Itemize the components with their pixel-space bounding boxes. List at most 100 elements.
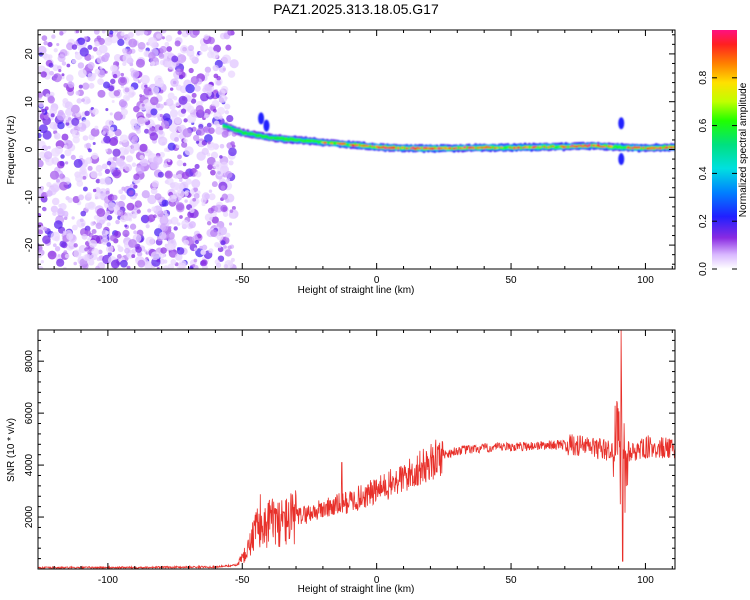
- noise-blob: [124, 163, 133, 172]
- track-cell: [323, 141, 327, 145]
- noise-blob: [111, 99, 115, 104]
- noise-blob: [221, 193, 228, 200]
- noise-blob: [73, 243, 78, 248]
- noise-blob: [120, 194, 127, 201]
- noise-blob: [200, 259, 208, 267]
- noise-blob: [207, 141, 211, 145]
- noise-blob: [71, 216, 75, 220]
- noise-blob: [207, 46, 214, 52]
- noise-blob: [165, 98, 174, 107]
- noise-blob: [208, 127, 215, 135]
- noise-blob: [51, 197, 60, 206]
- track-cell: [437, 147, 441, 150]
- x-tick-label: -50: [235, 275, 250, 286]
- noise-blob: [85, 98, 91, 104]
- noise-blob: [175, 202, 185, 211]
- noise-blob: [207, 164, 213, 170]
- noise-blob: [129, 223, 137, 230]
- noise-blob: [194, 163, 200, 170]
- noise-blob: [122, 229, 130, 237]
- noise-blob: [38, 91, 44, 98]
- noise-blob: [226, 178, 231, 183]
- noise-blob: [150, 108, 158, 116]
- noise-blob: [216, 169, 224, 177]
- noise-blob: [179, 215, 183, 219]
- noise-blob: [56, 258, 65, 267]
- noise-blob: [178, 95, 188, 105]
- noise-blob: [88, 239, 98, 248]
- noise-blob: [135, 246, 142, 253]
- noise-blob: [61, 73, 65, 77]
- noise-blob: [84, 110, 90, 117]
- noise-blob: [193, 193, 200, 199]
- noise-blob: [117, 38, 125, 47]
- noise-blob: [87, 250, 92, 255]
- x-tick-label: 50: [505, 275, 517, 286]
- noise-blob: [144, 128, 150, 134]
- noise-blob: [213, 44, 222, 53]
- noise-blob: [184, 199, 188, 203]
- noise-blob: [218, 115, 224, 120]
- noise-blob: [63, 216, 68, 221]
- noise-blob: [227, 30, 234, 36]
- noise-blob: [38, 132, 42, 139]
- noise-blob: [73, 158, 83, 168]
- noise-blob: [135, 58, 145, 68]
- colorbar-tick-label: 0.6: [698, 118, 709, 132]
- noise-blob: [127, 31, 134, 38]
- noise-blob: [136, 209, 141, 214]
- noise-blob: [187, 45, 195, 52]
- noise-blob: [141, 103, 145, 107]
- colorbar-label: Normalized spectral amplitude: [738, 82, 749, 217]
- noise-blob: [81, 222, 85, 227]
- noise-blob: [181, 171, 190, 180]
- noise-blob: [81, 233, 88, 240]
- noise-blob: [177, 54, 187, 64]
- noise-blob: [63, 144, 68, 149]
- x-tick-label: -100: [98, 575, 118, 586]
- noise-blob: [111, 194, 118, 201]
- noise-blob: [167, 142, 176, 151]
- noise-blob: [90, 170, 98, 179]
- noise-blob: [136, 117, 146, 127]
- noise-blob: [107, 130, 114, 137]
- noise-blob: [106, 36, 112, 43]
- noise-blob: [124, 87, 130, 93]
- track-cell: [463, 146, 467, 149]
- noise-blob: [225, 171, 233, 179]
- noise-blob: [79, 218, 84, 223]
- noise-blob: [57, 54, 66, 63]
- noise-blob: [65, 119, 70, 123]
- noise-blob: [159, 215, 169, 225]
- noise-blob: [127, 86, 135, 93]
- noise-blob: [180, 108, 187, 114]
- track-cell: [508, 147, 512, 149]
- noise-blob: [190, 75, 199, 85]
- noise-blob: [110, 78, 116, 85]
- noise-blob: [107, 202, 117, 211]
- noise-blob: [103, 176, 112, 186]
- noise-blob: [82, 186, 88, 192]
- noise-blob: [188, 67, 194, 74]
- noise-blob: [59, 181, 69, 191]
- noise-blob: [168, 226, 172, 230]
- spectrogram-xlabel: Height of straight line (km): [298, 285, 415, 296]
- track-cell: [592, 144, 596, 147]
- noise-blob: [87, 44, 93, 50]
- track-cell: [658, 146, 663, 150]
- track-cell: [596, 144, 600, 147]
- noise-blob: [199, 51, 203, 55]
- noise-blob: [195, 140, 200, 144]
- noise-blob: [230, 257, 235, 262]
- noise-blob: [149, 132, 159, 141]
- noise-blob: [85, 157, 93, 164]
- noise-blob: [215, 127, 223, 135]
- noise-blob: [101, 30, 106, 34]
- noise-blob: [46, 190, 53, 197]
- noise-blob: [143, 249, 147, 253]
- noise-blob: [145, 236, 155, 246]
- noise-blob: [109, 126, 115, 131]
- noise-blob: [43, 226, 48, 232]
- track-cell: [499, 146, 504, 148]
- noise-blob: [120, 108, 128, 116]
